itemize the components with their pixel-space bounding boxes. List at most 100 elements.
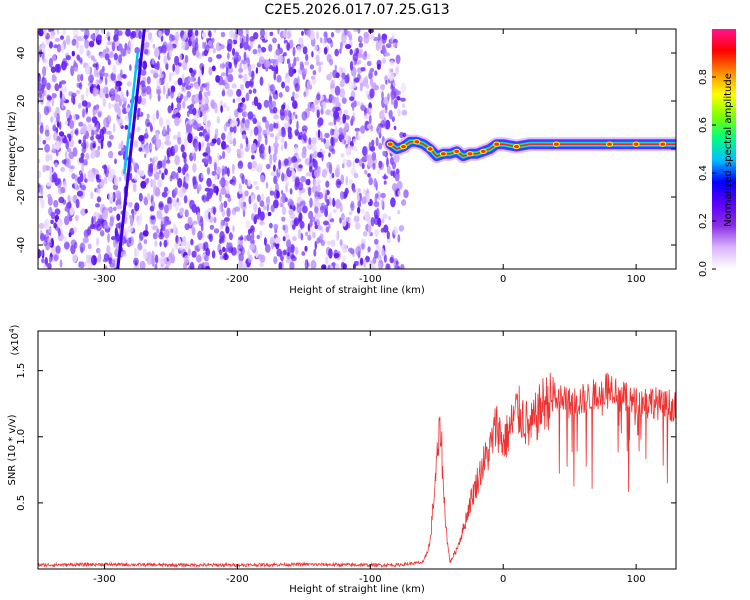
heatmap-cell — [184, 209, 189, 218]
heatmap-cell — [124, 42, 128, 51]
heatmap-cell — [165, 118, 171, 128]
heatmap-cell — [185, 176, 190, 184]
heatmap-cell — [311, 137, 317, 145]
heatmap-cell — [344, 74, 350, 84]
heatmap-cell — [50, 66, 56, 73]
heatmap-cell — [340, 153, 345, 158]
heatmap-cell — [48, 208, 51, 215]
heatmap-cell — [154, 254, 159, 264]
heatmap-cell — [333, 110, 340, 120]
heatmap-cell — [314, 196, 320, 203]
heatmap-cell — [218, 45, 222, 50]
heatmap-cell — [63, 235, 67, 243]
heatmap-cell — [380, 110, 385, 120]
heatmap-cell — [400, 82, 406, 93]
heatmap-cell — [278, 129, 283, 137]
heatmap-cell — [174, 187, 178, 196]
heatmap-cell — [284, 140, 288, 150]
heatmap-cell — [108, 191, 114, 202]
heatmap-cell — [133, 139, 139, 148]
heatmap-cell — [73, 59, 77, 69]
heatmap-cell — [214, 128, 219, 138]
snr-x-label: Height of straight line (km) — [289, 584, 425, 595]
heatmap-cell — [338, 120, 343, 125]
heatmap-cell — [378, 254, 382, 261]
heatmap-cell — [329, 58, 334, 66]
heatmap-cell — [242, 262, 247, 269]
heatmap-cell — [115, 233, 121, 242]
heatmap-cell — [275, 48, 281, 56]
heatmap-cell — [245, 81, 250, 89]
heatmap-cell — [397, 210, 401, 215]
heatmap-cell — [95, 80, 98, 87]
heatmap-cell — [286, 104, 290, 111]
heatmap-cell — [237, 102, 241, 113]
heatmap-cell — [71, 38, 77, 46]
heatmap-cell — [118, 54, 123, 64]
heatmap-cell — [248, 89, 252, 95]
heatmap-cell — [104, 206, 109, 214]
heatmap-cell — [335, 29, 341, 34]
heatmap-cell — [274, 122, 279, 129]
heatmap-cell — [265, 181, 269, 189]
heatmap-cell — [271, 66, 277, 72]
heatmap-cell — [52, 54, 57, 62]
heatmap-cell — [79, 172, 84, 183]
heatmap-cell — [59, 259, 63, 268]
heatmap-cell — [384, 75, 388, 82]
heatmap-cell — [342, 255, 346, 262]
heatmap-cell — [197, 230, 203, 241]
heatmap-cell — [242, 134, 247, 140]
heatmap-cell — [161, 142, 164, 151]
heatmap-cell — [245, 136, 248, 144]
heatmap-cell — [48, 241, 53, 247]
heatmap-cell — [385, 263, 390, 269]
heatmap-cell — [227, 73, 234, 83]
heatmap-cell — [274, 228, 278, 234]
heatmap-cell — [299, 220, 305, 229]
snr-y-tick-label: 1.5 — [16, 363, 27, 379]
heatmap-cell — [38, 112, 42, 121]
heatmap-cell — [269, 84, 274, 90]
heatmap-cell — [95, 174, 100, 181]
heatmap-cell — [296, 154, 300, 160]
heatmap-cell — [107, 140, 112, 148]
heatmap-cell — [216, 166, 221, 176]
heatmap-cell — [38, 29, 44, 37]
heatmap-cell — [92, 87, 98, 97]
heatmap-cell — [281, 206, 287, 216]
heatmap-cell — [293, 217, 300, 227]
heatmap-cell — [74, 242, 78, 249]
heatmap-cell — [268, 95, 273, 104]
heatmap-cell — [348, 135, 351, 144]
heatmap-cell — [371, 152, 377, 161]
heatmap-x-tick-label: 0 — [500, 274, 506, 285]
heatmap-cell — [43, 105, 50, 116]
heatmap-cell — [263, 151, 267, 158]
heatmap-cell — [146, 192, 151, 201]
heatmap-cell — [236, 244, 240, 251]
heatmap-cell — [313, 151, 319, 159]
heatmap-cell — [225, 67, 229, 77]
heatmap-cell — [394, 264, 399, 269]
heatmap-cell — [317, 119, 322, 128]
heatmap-cell — [192, 69, 197, 75]
heatmap-cell — [192, 162, 197, 173]
heatmap-cell — [311, 185, 318, 194]
heatmap-cell — [126, 81, 132, 87]
heatmap-cell — [162, 125, 166, 135]
heatmap-cell — [277, 55, 284, 64]
heatmap-cell — [240, 246, 245, 256]
heatmap-cell — [316, 212, 322, 218]
heatmap-cell — [315, 54, 320, 64]
heatmap-cell — [259, 220, 265, 226]
heatmap-cell — [324, 132, 330, 139]
heatmap-cell — [328, 144, 334, 153]
heatmap-cell — [270, 146, 275, 151]
heatmap-cell — [108, 257, 113, 265]
heatmap-cell — [174, 155, 180, 166]
heatmap-cell — [291, 156, 297, 164]
heatmap-cell — [288, 66, 294, 77]
heatmap-cell — [192, 220, 198, 225]
heatmap-cell — [139, 260, 146, 269]
